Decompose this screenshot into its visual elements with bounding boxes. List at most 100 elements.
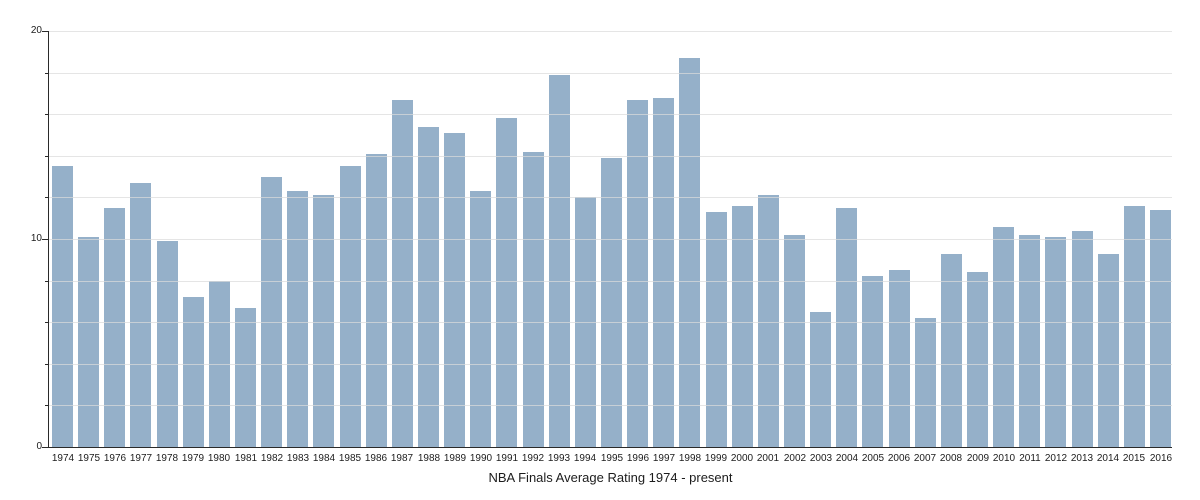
bar [967,272,988,447]
year-label: 2009 [966,453,990,464]
bar [104,208,125,447]
y-axis-tick [45,281,49,282]
bar [601,158,622,447]
gridline [49,31,1172,32]
gridline [49,239,1172,240]
bar [235,308,256,447]
bar [366,154,387,447]
bar [1019,235,1040,447]
year-label: 1990 [469,453,493,464]
year-label: 1979 [181,453,205,464]
bar [496,118,517,447]
bar [183,297,204,447]
bar [549,75,570,447]
bar [418,127,439,447]
bar [1150,210,1171,447]
bar [392,100,413,447]
y-axis-tick [42,31,49,32]
y-axis-tick [45,364,49,365]
y-tick-label: 0 [36,441,42,452]
bar [1098,254,1119,447]
bar [261,177,282,447]
year-label: 2004 [835,453,859,464]
gridline [49,322,1172,323]
gridline [49,281,1172,282]
gridline [49,73,1172,74]
year-label: 2013 [1070,453,1094,464]
bar [78,237,99,447]
bar [862,276,883,447]
year-label: 2011 [1019,453,1041,464]
year-label: 1997 [652,453,676,464]
year-label: 2015 [1122,453,1146,464]
year-label: 2005 [861,453,885,464]
year-label: 1988 [417,453,441,464]
y-axis-tick [42,239,49,240]
bar [915,318,936,447]
gridline [49,114,1172,115]
y-tick-label: 10 [30,233,42,244]
year-label: 1981 [234,453,258,464]
bar [941,254,962,447]
y-tick-label: 20 [30,25,42,36]
y-axis-tick [45,114,49,115]
bar [653,98,674,447]
year-label: 2001 [756,453,780,464]
bar [1124,206,1145,447]
gridline [49,364,1172,365]
year-label: 1986 [364,453,388,464]
y-axis-tick [45,73,49,74]
bar [810,312,831,447]
gridline [49,156,1172,157]
year-label: 1976 [103,453,127,464]
gridline [49,197,1172,198]
year-label: 2012 [1044,453,1068,464]
bar [993,227,1014,447]
y-axis-line [48,31,49,448]
bar [1045,237,1066,447]
year-label: 2016 [1149,453,1173,464]
year-label: 2000 [730,453,754,464]
bar [313,195,334,447]
bar [627,100,648,447]
bar [706,212,727,447]
year-label: 2003 [809,453,833,464]
y-axis-tick [45,197,49,198]
year-label: 2002 [783,453,807,464]
year-label: 1996 [626,453,650,464]
y-axis-tick [45,322,49,323]
year-label: 1975 [77,453,101,464]
year-label: 1995 [600,453,624,464]
bar [784,235,805,447]
bar [130,183,151,447]
year-label: 1985 [338,453,362,464]
bar [679,58,700,447]
year-label: 1984 [312,453,336,464]
bar [1072,231,1093,447]
year-label: 1983 [286,453,310,464]
x-axis-line [49,447,1172,448]
year-label: 1980 [207,453,231,464]
bar [889,270,910,447]
year-label: 1993 [547,453,571,464]
year-label: 2006 [887,453,911,464]
bar [523,152,544,447]
bar [836,208,857,447]
year-label: 2007 [913,453,937,464]
year-label: 2014 [1096,453,1120,464]
year-label: 1994 [573,453,597,464]
year-label: 1974 [51,453,75,464]
year-label: 1998 [678,453,702,464]
bar [340,166,361,447]
year-label: 1991 [495,453,519,464]
bar [287,191,308,447]
bar [732,206,753,447]
year-label: 1977 [129,453,153,464]
year-label: 1999 [704,453,728,464]
bar [470,191,491,447]
year-label: 1989 [443,453,467,464]
year-label: 1982 [260,453,284,464]
year-label: 1987 [390,453,414,464]
